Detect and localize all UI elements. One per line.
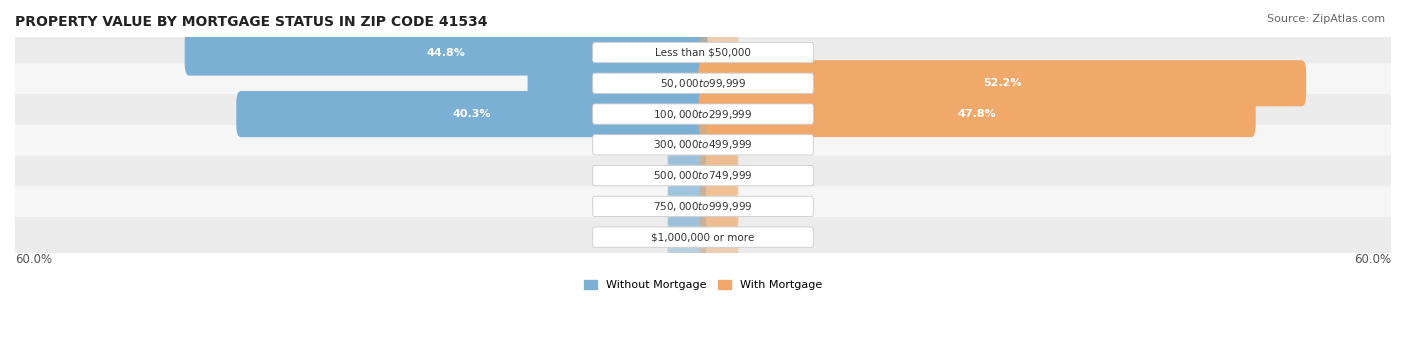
Text: $500,000 to $749,999: $500,000 to $749,999 xyxy=(654,169,752,182)
FancyBboxPatch shape xyxy=(593,42,813,63)
FancyBboxPatch shape xyxy=(13,33,1393,72)
FancyBboxPatch shape xyxy=(668,156,706,195)
Text: $1,000,000 or more: $1,000,000 or more xyxy=(651,232,755,242)
FancyBboxPatch shape xyxy=(593,166,813,186)
Text: $50,000 to $99,999: $50,000 to $99,999 xyxy=(659,77,747,90)
FancyBboxPatch shape xyxy=(593,73,813,94)
Text: 0.0%: 0.0% xyxy=(744,171,772,181)
FancyBboxPatch shape xyxy=(13,125,1393,165)
Text: 0.0%: 0.0% xyxy=(634,201,662,211)
FancyBboxPatch shape xyxy=(668,217,706,257)
Text: 40.3%: 40.3% xyxy=(453,109,491,119)
FancyBboxPatch shape xyxy=(700,33,738,72)
FancyBboxPatch shape xyxy=(700,217,738,257)
FancyBboxPatch shape xyxy=(700,156,738,195)
FancyBboxPatch shape xyxy=(700,186,738,226)
Text: Source: ZipAtlas.com: Source: ZipAtlas.com xyxy=(1267,14,1385,23)
FancyBboxPatch shape xyxy=(699,91,1256,137)
FancyBboxPatch shape xyxy=(593,135,813,155)
FancyBboxPatch shape xyxy=(593,196,813,217)
Text: 14.9%: 14.9% xyxy=(598,78,637,88)
FancyBboxPatch shape xyxy=(700,125,738,165)
FancyBboxPatch shape xyxy=(668,125,706,165)
FancyBboxPatch shape xyxy=(236,91,707,137)
Text: $300,000 to $499,999: $300,000 to $499,999 xyxy=(654,138,752,151)
Text: $750,000 to $999,999: $750,000 to $999,999 xyxy=(654,200,752,213)
Text: 60.0%: 60.0% xyxy=(15,253,52,266)
Text: 0.0%: 0.0% xyxy=(634,232,662,242)
Text: 44.8%: 44.8% xyxy=(426,48,465,57)
Text: 0.0%: 0.0% xyxy=(634,171,662,181)
Text: 0.0%: 0.0% xyxy=(744,140,772,150)
FancyBboxPatch shape xyxy=(13,186,1393,226)
Text: 0.0%: 0.0% xyxy=(744,232,772,242)
Text: 0.0%: 0.0% xyxy=(634,140,662,150)
Text: Less than $50,000: Less than $50,000 xyxy=(655,48,751,57)
FancyBboxPatch shape xyxy=(699,60,1306,106)
Text: 0.0%: 0.0% xyxy=(744,48,772,57)
Text: 0.0%: 0.0% xyxy=(744,201,772,211)
Text: 47.8%: 47.8% xyxy=(957,109,997,119)
Text: $100,000 to $299,999: $100,000 to $299,999 xyxy=(654,107,752,121)
Text: PROPERTY VALUE BY MORTGAGE STATUS IN ZIP CODE 41534: PROPERTY VALUE BY MORTGAGE STATUS IN ZIP… xyxy=(15,15,488,29)
FancyBboxPatch shape xyxy=(527,60,707,106)
FancyBboxPatch shape xyxy=(13,94,1393,134)
FancyBboxPatch shape xyxy=(13,156,1393,195)
FancyBboxPatch shape xyxy=(13,63,1393,103)
FancyBboxPatch shape xyxy=(593,104,813,124)
Text: 52.2%: 52.2% xyxy=(983,78,1022,88)
FancyBboxPatch shape xyxy=(593,227,813,247)
FancyBboxPatch shape xyxy=(184,30,707,75)
Text: 60.0%: 60.0% xyxy=(1354,253,1391,266)
Legend: Without Mortgage, With Mortgage: Without Mortgage, With Mortgage xyxy=(579,275,827,294)
FancyBboxPatch shape xyxy=(668,186,706,226)
FancyBboxPatch shape xyxy=(13,217,1393,257)
